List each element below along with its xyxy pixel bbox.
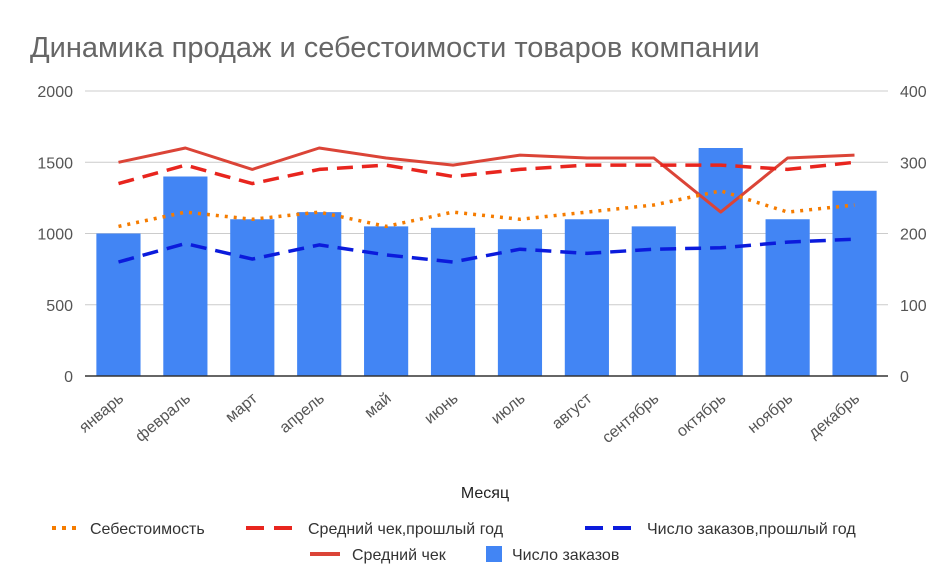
right-tick-label: 200: [900, 227, 927, 244]
right-tick-label: 0: [900, 369, 909, 386]
left-tick-label: 0: [64, 369, 73, 386]
right-tick-label: 100: [900, 298, 927, 315]
bar: [564, 219, 609, 376]
series-line: [118, 146, 855, 214]
legend-label: Средний чек,прошлый год: [308, 521, 504, 538]
series-line: [118, 160, 855, 186]
right-tick-label: 300: [900, 155, 927, 172]
gridlines: [85, 90, 888, 306]
bar: [765, 219, 810, 376]
series-line: [118, 237, 855, 264]
category-label: май: [362, 390, 395, 422]
bar: [430, 227, 476, 376]
category-label: апрель: [277, 390, 328, 437]
bars: [96, 148, 877, 376]
category-label: январь: [76, 390, 127, 436]
category-label: сентябрь: [599, 390, 662, 447]
legend-label: Число заказов,прошлый год: [647, 521, 856, 538]
left-tick-label: 1000: [37, 227, 73, 244]
bar: [96, 233, 141, 376]
series-line: [118, 189, 855, 229]
category-label: октябрь: [674, 390, 730, 441]
category-label: март: [223, 390, 262, 426]
legend-label: Средний чек: [352, 547, 447, 564]
left-tick-label: 500: [46, 298, 73, 315]
legend-swatch: [486, 546, 502, 562]
category-label: июнь: [421, 390, 461, 428]
bar: [230, 219, 275, 376]
bar: [364, 226, 409, 376]
chart-title: Динамика продаж и себестоимости товаров …: [30, 32, 760, 64]
legend-label: Число заказов: [512, 547, 619, 564]
category-label: август: [549, 390, 596, 433]
category-label: июль: [488, 390, 528, 428]
legend-label: Себестоимость: [90, 521, 205, 538]
category-label: декабрь: [806, 390, 864, 442]
bar: [698, 148, 743, 376]
category-label: ноябрь: [745, 390, 796, 437]
bar: [297, 212, 342, 376]
category-label: февраль: [132, 390, 194, 445]
x-axis-title: Месяц: [461, 485, 509, 502]
bar: [163, 176, 208, 376]
left-tick-label: 2000: [37, 84, 73, 101]
bar: [497, 229, 543, 376]
right-tick-label: 400: [900, 84, 927, 101]
legend: Себестоимость Средний чек,прошлый год Числ…: [52, 521, 856, 564]
series-lines: [118, 146, 855, 264]
left-tick-label: 1500: [37, 155, 73, 172]
bar: [832, 190, 877, 376]
